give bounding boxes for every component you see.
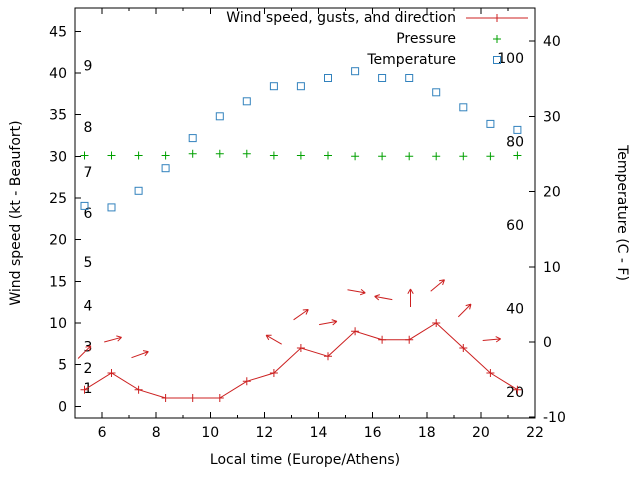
wind-legend-marker — [466, 13, 528, 22]
legend-item-temperature: Temperature — [226, 49, 530, 70]
svg-text:16: 16 — [364, 425, 382, 441]
svg-text:7: 7 — [84, 165, 93, 181]
temperature-series — [80, 67, 522, 212]
right-axis-title: Temperature (C - F) — [614, 145, 630, 281]
svg-text:35: 35 — [49, 108, 67, 124]
fahrenheit-scale-labels: 20 40 60 80 100 — [497, 51, 524, 401]
svg-text:30: 30 — [49, 149, 67, 165]
pressure-legend-marker — [493, 34, 501, 43]
svg-text:45: 45 — [49, 24, 67, 40]
svg-text:10: 10 — [201, 425, 219, 441]
svg-text:12: 12 — [255, 425, 273, 441]
pressure-series — [80, 149, 522, 161]
svg-text:9: 9 — [84, 59, 93, 75]
svg-text:4: 4 — [84, 299, 93, 315]
svg-text:40: 40 — [49, 66, 67, 82]
svg-text:22: 22 — [526, 425, 544, 441]
wind-series — [80, 319, 522, 402]
legend-item-wind: Wind speed, gusts, and direction — [226, 7, 530, 28]
svg-text:15: 15 — [49, 274, 67, 290]
svg-text:2: 2 — [84, 361, 93, 377]
svg-text:0: 0 — [543, 335, 552, 351]
svg-text:5: 5 — [58, 358, 67, 374]
svg-text:100: 100 — [497, 51, 524, 67]
legend-item-pressure: Pressure — [226, 28, 530, 49]
svg-text:20: 20 — [506, 385, 524, 401]
svg-text:25: 25 — [49, 191, 67, 207]
gust-arrows — [77, 279, 501, 359]
svg-text:10: 10 — [49, 316, 67, 332]
legend-label-temperature: Temperature — [367, 51, 456, 68]
x-axis-title: Local time (Europe/Athens) — [209, 452, 401, 468]
legend-label-pressure: Pressure — [396, 30, 456, 47]
svg-text:6: 6 — [98, 425, 107, 441]
svg-text:80: 80 — [506, 134, 524, 150]
svg-text:20: 20 — [49, 233, 67, 249]
svg-text:60: 60 — [506, 218, 524, 234]
svg-text:8: 8 — [84, 120, 93, 136]
svg-text:0: 0 — [58, 399, 67, 415]
svg-text:6: 6 — [84, 206, 93, 222]
svg-text:30: 30 — [543, 109, 561, 125]
left-axis-title: Wind speed (kt - Beaufort) — [8, 120, 24, 306]
svg-text:5: 5 — [84, 255, 93, 271]
svg-text:10: 10 — [543, 260, 561, 276]
svg-text:-10: -10 — [543, 410, 566, 426]
svg-text:1: 1 — [84, 381, 93, 397]
svg-text:18: 18 — [418, 425, 436, 441]
svg-text:20: 20 — [543, 185, 561, 201]
svg-text:8: 8 — [152, 425, 161, 441]
chart-legend: Wind speed, gusts, and direction Pressur… — [226, 7, 530, 70]
svg-text:3: 3 — [84, 339, 93, 355]
svg-text:14: 14 — [310, 425, 328, 441]
svg-text:40: 40 — [543, 34, 561, 50]
svg-text:40: 40 — [506, 302, 524, 318]
svg-text:20: 20 — [472, 425, 490, 441]
beaufort-scale-labels: 1 2 3 4 5 6 7 8 9 — [84, 59, 93, 398]
legend-label-wind: Wind speed, gusts, and direction — [226, 9, 456, 26]
temperature-legend-marker — [493, 55, 501, 64]
